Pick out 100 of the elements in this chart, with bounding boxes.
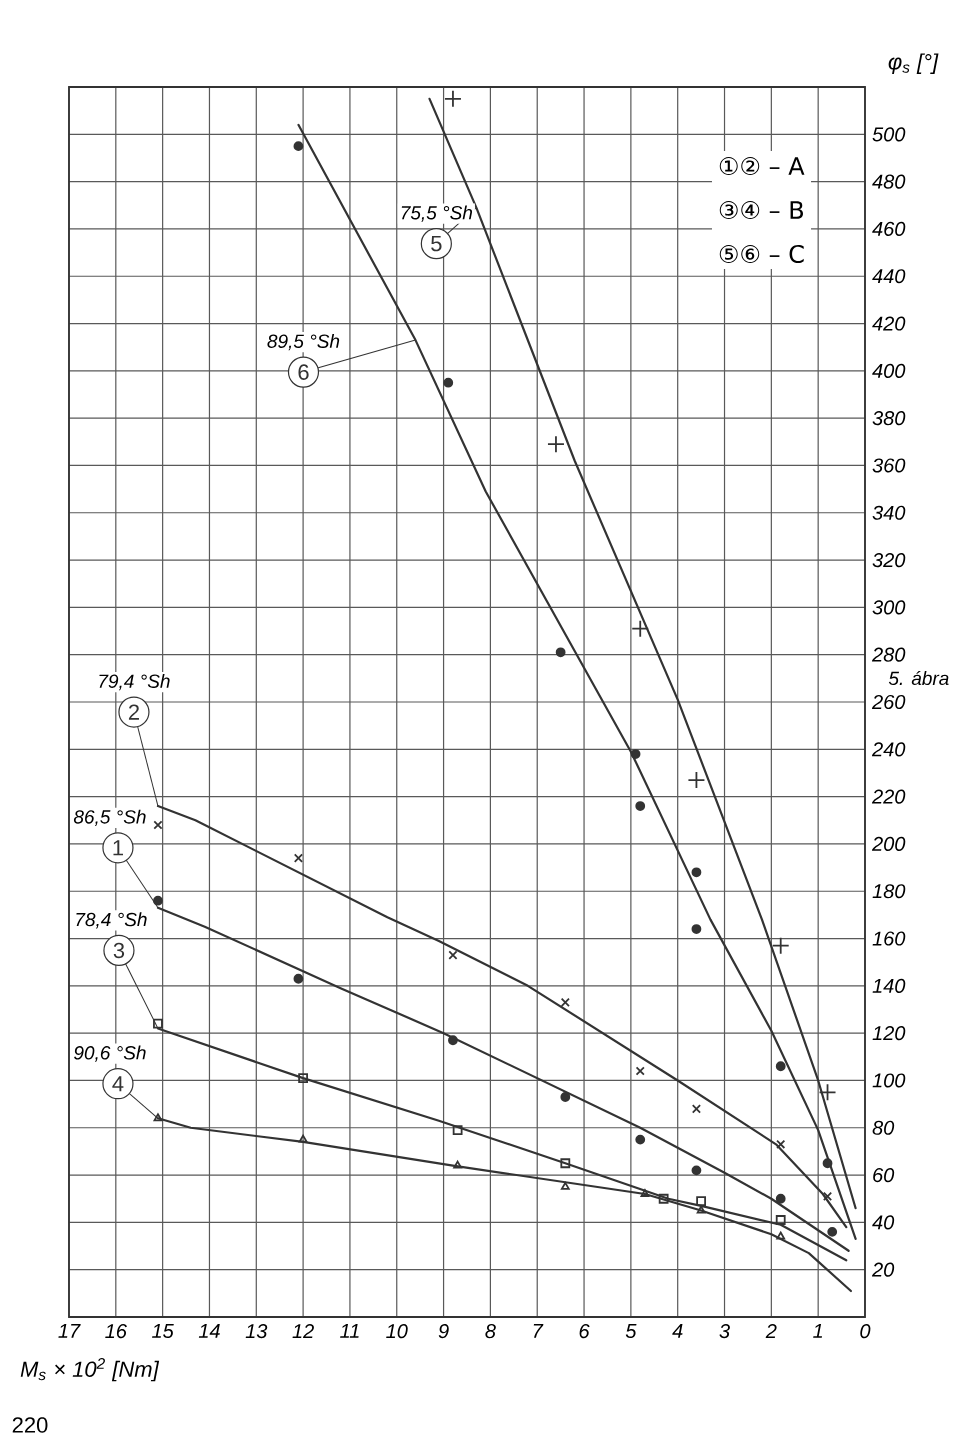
- point: [818, 1083, 837, 1102]
- x-tick-label: 13: [245, 1324, 268, 1339]
- x-tick-label: 4: [672, 1324, 683, 1338]
- point: [635, 801, 646, 811]
- x-tick-label: 9: [438, 1324, 449, 1339]
- y-tick-label: 400: [872, 363, 906, 378]
- y-tick-label: 20: [871, 1262, 895, 1277]
- text: 220: [12, 1417, 48, 1433]
- point: [822, 1191, 833, 1201]
- point: [775, 1215, 786, 1225]
- point: [547, 435, 565, 454]
- point: [776, 1139, 786, 1149]
- legend-label: 1: [113, 840, 123, 856]
- point: [691, 1165, 702, 1176]
- x-tick-label: 10: [386, 1324, 408, 1339]
- point: [293, 973, 304, 984]
- x-tick-label: 2: [765, 1324, 777, 1339]
- point: [448, 950, 458, 960]
- point: [687, 771, 706, 789]
- point: [630, 749, 641, 759]
- point: [822, 1158, 833, 1169]
- annotation: 86,5 °Sh: [73, 809, 146, 826]
- y-tick-label: 320: [872, 553, 906, 568]
- point: [153, 895, 163, 906]
- y-tick-label: 60: [873, 1168, 895, 1183]
- annotation: 78,4 °Sh: [76, 912, 147, 929]
- y-tick-label: 140: [872, 978, 906, 993]
- y-tick-label: 460: [872, 221, 906, 236]
- y-tick-label: 500: [872, 127, 906, 142]
- y-tick-label: 200: [871, 836, 906, 851]
- point: [293, 141, 304, 152]
- point: [153, 1018, 163, 1029]
- point: [153, 820, 163, 830]
- y-tick-label: 380: [872, 411, 906, 426]
- point: [827, 1226, 838, 1237]
- point: [444, 89, 462, 108]
- annotation: 89,5 °Sh: [267, 333, 340, 351]
- point: [635, 1134, 646, 1145]
- y-tick-label: 360: [872, 458, 906, 473]
- y-axis-title: φ$_{s}$ [°]: [888, 53, 939, 74]
- legend-label: 6: [298, 364, 309, 380]
- point: [560, 1182, 570, 1190]
- annotation: 90,6 °Sh: [74, 1045, 146, 1062]
- x-tick-label: 12: [292, 1324, 314, 1339]
- point: [776, 1231, 786, 1240]
- point: [560, 1092, 571, 1102]
- x-tick-label: 14: [198, 1324, 220, 1338]
- x-tick-label: 5: [625, 1324, 637, 1339]
- annotation: ③④ – B: [719, 200, 804, 219]
- x-tick-label: 1: [813, 1324, 823, 1338]
- point: [775, 1061, 786, 1072]
- x-axis-title: M$_{s}$ × 10$^{2}$ [Nm]: [20, 1358, 160, 1382]
- annotation: 75,5 °Sh: [401, 205, 473, 222]
- annotation: ①② – A: [719, 156, 805, 175]
- point: [775, 1193, 786, 1204]
- point: [691, 867, 702, 878]
- y-tick-label: 260: [871, 694, 906, 710]
- point: [560, 1158, 571, 1169]
- point: [298, 1134, 308, 1143]
- point: [560, 997, 570, 1007]
- y-tick-label: 280: [871, 647, 906, 662]
- point: [555, 647, 566, 658]
- y-tick-label: 480: [872, 174, 906, 189]
- y-tick-label: 120: [872, 1026, 906, 1041]
- x-tick-label: 6: [579, 1324, 590, 1339]
- y-tick-label: 420: [872, 316, 906, 331]
- annotation: 79,4 °Sh: [99, 673, 170, 691]
- y-tick-label: 300: [872, 600, 906, 615]
- y-tick-label: 220: [871, 789, 906, 804]
- x-tick-label: 15: [152, 1324, 174, 1339]
- point: [696, 1196, 707, 1206]
- point: [452, 1125, 463, 1136]
- text: 5. ábra: [888, 670, 949, 686]
- x-tick-label: 0: [860, 1324, 871, 1339]
- x-tick-label: 17: [58, 1324, 81, 1338]
- point: [771, 936, 790, 955]
- y-tick-label: 180: [872, 884, 906, 899]
- legend-label: 5: [431, 235, 442, 252]
- point: [640, 1189, 650, 1197]
- y-tick-label: 340: [872, 505, 906, 520]
- point: [453, 1160, 462, 1169]
- x-tick-label: 16: [105, 1324, 127, 1339]
- point: [658, 1193, 669, 1204]
- x-tick-label: 7: [533, 1324, 544, 1338]
- x-tick-label: 3: [719, 1324, 730, 1339]
- legend-label: 3: [113, 942, 125, 959]
- y-tick-label: 40: [872, 1215, 895, 1230]
- y-tick-label: 160: [872, 931, 906, 946]
- y-tick-label: 80: [872, 1120, 895, 1135]
- point: [635, 1066, 645, 1076]
- point: [448, 1035, 458, 1046]
- y-tick-label: 100: [872, 1073, 906, 1088]
- y-tick-label: 440: [872, 269, 906, 284]
- point: [293, 853, 303, 863]
- x-tick-label: 8: [485, 1324, 496, 1339]
- point: [298, 1073, 309, 1083]
- point: [696, 1205, 706, 1214]
- point: [443, 377, 454, 388]
- x-tick-label: 11: [340, 1324, 359, 1338]
- y-tick-label: 240: [871, 742, 906, 757]
